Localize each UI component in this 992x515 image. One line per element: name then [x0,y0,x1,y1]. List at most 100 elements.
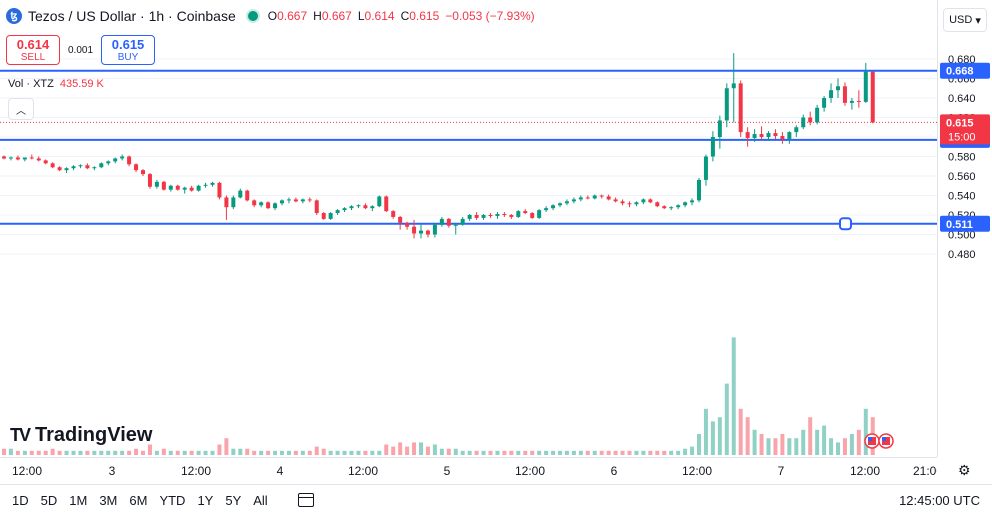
volume-bar [147,444,152,455]
buy-button[interactable]: 0.615 BUY [101,35,156,65]
range-ytd[interactable]: YTD [159,492,186,508]
price-tick-label: 0.560 [948,171,976,183]
candle-body [370,206,375,209]
range-1y[interactable]: 1Y [197,492,214,508]
volume-bar [523,450,528,455]
line-price-label: 0.668 [946,66,974,78]
price-tick-label: 0.480 [948,249,976,261]
volume-bar [398,442,403,455]
candle-body [842,86,847,103]
chevron-up-icon: ︿ [16,105,26,117]
volume-bar [495,450,500,455]
volume-bar [321,448,326,455]
candle-body [509,215,514,217]
volume-bar [238,448,243,455]
range-5d[interactable]: 5D [40,492,58,508]
candle-body [342,208,347,211]
candle-body [683,202,688,206]
candle-body [662,206,667,209]
candle-body [606,196,611,200]
volume-bar [57,450,62,455]
volume-bar [43,450,48,455]
trade-panel: 0.614 SELL 0.001 0.615 BUY [6,35,156,65]
line-price-tag [940,62,990,79]
bottom-toolbar: 1D 5D 1M 3M 6M YTD 1Y 5Y All 12:45:00 UT… [0,484,992,515]
candle-body [808,117,813,123]
open-key: O [267,9,278,23]
volume-bar [231,448,236,455]
volume-bar [703,408,708,455]
volume-bar [481,450,486,455]
volume-bar [766,438,771,455]
sell-button[interactable]: 0.614 SELL [6,35,60,65]
range-6m[interactable]: 6M [129,492,148,508]
volume-bar [453,448,458,455]
candle-body [558,203,562,206]
candle-body [432,224,437,235]
volume-bar [530,450,535,455]
calendar-icon[interactable] [297,493,314,507]
candle-body [419,230,423,234]
time-tick-label: 12:00 [181,464,211,478]
range-5y[interactable]: 5Y [225,492,242,508]
volume-bar [203,450,208,455]
candle-body [780,136,785,139]
candle-body [57,167,62,171]
candle-body [446,218,451,226]
volume-bar [224,438,229,455]
range-all[interactable]: All [253,492,268,508]
volume-bar [474,450,479,455]
candle-body [224,197,229,208]
candle-body [815,107,820,123]
last-price-tag [940,114,990,145]
collapse-legend-button[interactable]: ︿ [8,98,34,120]
utc-clock[interactable]: 12:45:00 UTC [899,492,980,508]
tradingview-logo[interactable]: TV TradingView [10,424,152,447]
candle-body [801,117,806,128]
gear-icon[interactable]: ⚙ [958,462,971,478]
price-scale: 0.6800.6600.6400.6200.6000.5800.5600.540… [940,54,990,261]
volume-bar [342,450,347,455]
candle-body [64,168,69,171]
volume-bar [127,450,132,455]
candle-body [286,199,291,201]
price-axis[interactable]: USD ▾ 0.6800.6600.6400.6200.6000.5800.56… [937,0,992,457]
volume-bar [286,450,291,455]
volume-bar [773,438,778,455]
candle-body [99,163,104,168]
buy-price: 0.615 [111,37,145,52]
candle-body [29,157,34,159]
chart-area[interactable]: ꜩ Tezos / US Dollar · 1h · Coinbase O0.6… [0,0,937,457]
candle-body [544,208,549,211]
candle-body [335,210,340,214]
time-tick-label: 7 [778,464,785,478]
time-axis[interactable]: 12:00 3 12:00 4 12:00 5 12:00 6 12:00 7 12:00 21:00 [0,457,937,484]
range-1d[interactable]: 1D [12,492,29,508]
volume-bar [829,438,834,455]
candle-body [523,211,528,214]
volume-bar [245,448,250,455]
candlestick-chart[interactable] [0,0,937,457]
candle-body [85,165,90,169]
chart-legend: ꜩ Tezos / US Dollar · 1h · Coinbase O0.6… [6,8,535,24]
market-status-icon[interactable] [245,9,260,23]
volume-bar [808,417,813,455]
price-tick-label: 0.640 [948,93,976,105]
candle-body [238,190,243,198]
volume-bar [467,450,472,455]
candle-body [863,71,868,102]
symbol-title[interactable]: Tezos / US Dollar · 1h · Coinbase [28,8,236,24]
volume-bar [815,429,820,455]
range-3m[interactable]: 3M [99,492,118,508]
volume-bar [120,450,125,455]
volume-bar [655,450,660,455]
volume-bar [189,450,194,455]
spread-value: 0.001 [68,44,94,56]
volume-bar [2,448,6,455]
candle-body [2,156,6,159]
price-tick-label: 0.580 [948,152,976,164]
volume-bar [405,446,410,455]
range-1m[interactable]: 1M [69,492,88,508]
currency-button[interactable]: USD ▾ [943,8,987,32]
volume-label: Vol · XTZ [8,78,54,90]
